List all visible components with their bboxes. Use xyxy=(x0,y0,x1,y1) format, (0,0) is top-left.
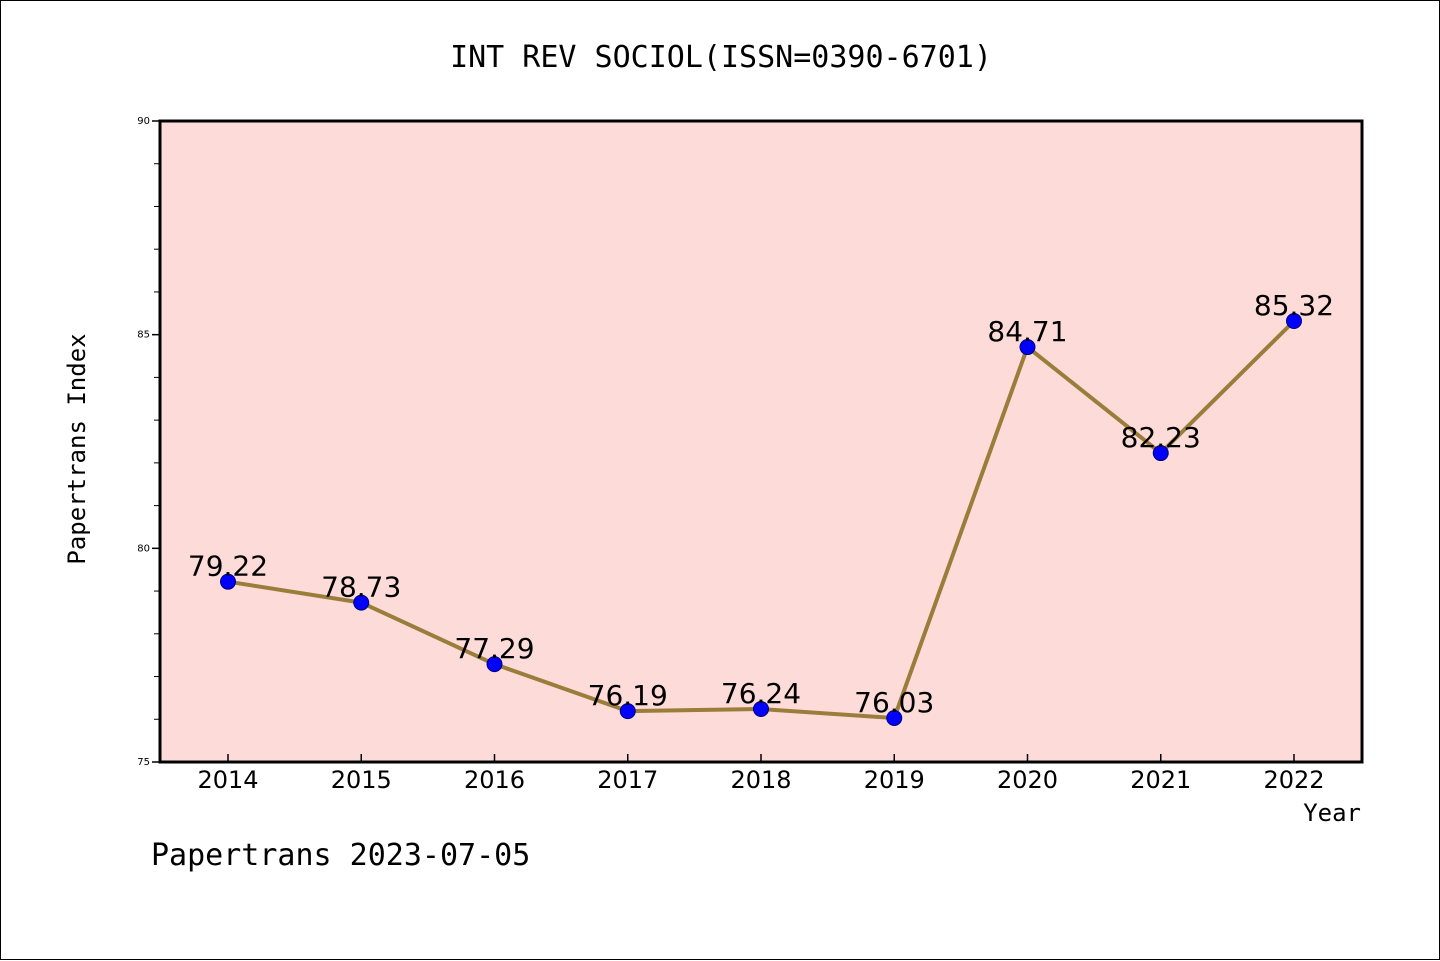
y-axis-ticks: 75 80 85 90 xyxy=(137,116,160,768)
data-points xyxy=(220,312,1302,726)
x-tick-label: 2016 xyxy=(464,766,525,794)
data-label: 76.19 xyxy=(588,679,668,712)
x-tick-label: 2014 xyxy=(197,766,258,794)
x-tick-label: 2020 xyxy=(997,766,1058,794)
data-label: 79.22 xyxy=(188,550,268,583)
data-labels: 79.22 78.73 77.29 76.19 76.24 76.03 84.71 82.23… xyxy=(188,289,1334,719)
data-point xyxy=(486,656,503,673)
x-tick-label: 2021 xyxy=(1130,766,1191,794)
x-tick-label: 2018 xyxy=(730,766,791,794)
y-tick-label: 80 xyxy=(137,543,150,554)
data-point xyxy=(353,594,370,611)
x-tick-label: 2017 xyxy=(597,766,658,794)
plot-area xyxy=(158,119,1364,764)
chart-title: INT REV SOCIOL(ISSN=0390-6701) xyxy=(450,40,992,75)
y-tick-label: 75 xyxy=(137,757,150,768)
x-axis-label: Year xyxy=(1303,799,1361,827)
x-tick-label: 2015 xyxy=(331,766,392,794)
data-label: 76.03 xyxy=(854,686,934,719)
data-point xyxy=(220,573,236,590)
data-label: 76.24 xyxy=(721,677,801,710)
data-point xyxy=(1286,312,1302,329)
y-axis-label: Papertrans Index xyxy=(63,333,91,564)
x-tick-label: 2022 xyxy=(1263,766,1324,794)
x-tick-label: 2019 xyxy=(864,766,925,794)
data-point xyxy=(1019,339,1036,356)
data-point xyxy=(619,703,636,720)
footer-text: Papertrans 2023-07-05 xyxy=(151,838,530,873)
data-point xyxy=(1152,445,1169,462)
data-label: 82.23 xyxy=(1121,421,1201,454)
y-tick-label: 90 xyxy=(137,116,150,127)
data-label: 84.71 xyxy=(987,315,1067,348)
data-label: 77.29 xyxy=(454,632,534,665)
data-label: 85.32 xyxy=(1254,289,1334,322)
x-axis-ticks: 2014 2015 2016 2017 2018 2019 2020 2021 2022 xyxy=(197,754,1325,794)
y-tick-label: 85 xyxy=(137,330,150,341)
y-minor-ticks xyxy=(154,163,160,720)
data-point xyxy=(753,701,769,718)
data-label: 78.73 xyxy=(321,571,401,604)
data-point xyxy=(886,709,903,726)
